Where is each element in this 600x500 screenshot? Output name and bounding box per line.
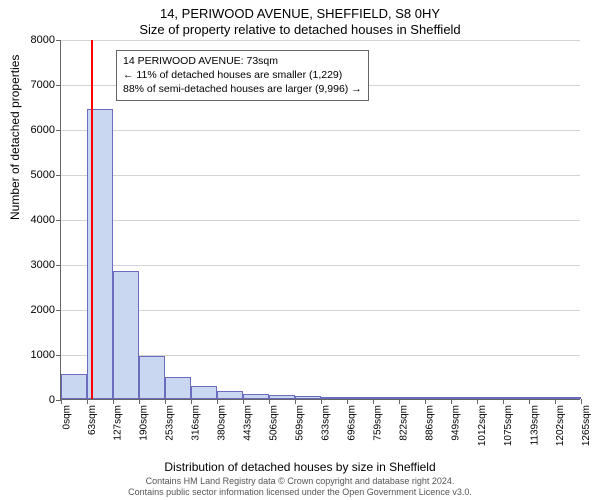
xtick-label: 759sqm	[373, 405, 384, 441]
xtick-mark	[581, 399, 582, 404]
ytick-mark	[56, 175, 61, 176]
xtick-mark	[139, 399, 140, 404]
xtick-label: 1012sqm	[477, 405, 488, 446]
gridline	[61, 265, 580, 266]
chart-container: 14, PERIWOOD AVENUE, SHEFFIELD, S8 0HY S…	[0, 0, 600, 500]
histogram-bar	[503, 397, 529, 399]
ytick-mark	[56, 40, 61, 41]
xtick-mark	[113, 399, 114, 404]
histogram-bar	[217, 391, 243, 399]
xtick-label: 633sqm	[321, 405, 332, 441]
histogram-bar	[451, 397, 477, 399]
xtick-label: 127sqm	[113, 405, 124, 441]
xtick-mark	[425, 399, 426, 404]
y-axis-label: Number of detached properties	[8, 55, 22, 220]
histogram-bar	[347, 397, 373, 399]
xtick-label: 253sqm	[165, 405, 176, 441]
xtick-label: 1265sqm	[581, 405, 592, 446]
xtick-mark	[87, 399, 88, 404]
xtick-mark	[243, 399, 244, 404]
ytick-mark	[56, 355, 61, 356]
ytick-label: 2000	[31, 304, 55, 316]
gridline	[61, 130, 580, 131]
footer-line1: Contains HM Land Registry data © Crown c…	[0, 476, 600, 487]
xtick-mark	[269, 399, 270, 404]
ytick-mark	[56, 85, 61, 86]
xtick-label: 0sqm	[61, 405, 72, 429]
gridline	[61, 175, 580, 176]
ytick-mark	[56, 310, 61, 311]
annotation-line1: 14 PERIWOOD AVENUE: 73sqm	[123, 54, 362, 68]
xtick-label: 506sqm	[269, 405, 280, 441]
xtick-label: 886sqm	[425, 405, 436, 441]
histogram-bar	[269, 395, 295, 399]
histogram-bar	[425, 397, 451, 399]
xtick-label: 1075sqm	[503, 405, 514, 446]
histogram-bar	[61, 374, 87, 399]
xtick-mark	[555, 399, 556, 404]
xtick-mark	[295, 399, 296, 404]
histogram-bar	[165, 377, 191, 400]
ytick-label: 1000	[31, 349, 55, 361]
xtick-mark	[191, 399, 192, 404]
plot-area: 0100020003000400050006000700080000sqm63s…	[60, 40, 580, 400]
histogram-bar	[373, 397, 399, 399]
xtick-label: 1202sqm	[555, 405, 566, 446]
gridline	[61, 40, 580, 41]
histogram-bar	[113, 271, 139, 399]
ytick-label: 5000	[31, 169, 55, 181]
annotation-line3: 88% of semi-detached houses are larger (…	[123, 82, 362, 96]
histogram-bar	[321, 397, 347, 399]
x-axis-label: Distribution of detached houses by size …	[0, 460, 600, 474]
xtick-label: 190sqm	[139, 405, 150, 441]
xtick-mark	[165, 399, 166, 404]
xtick-label: 949sqm	[451, 405, 462, 441]
xtick-mark	[399, 399, 400, 404]
chart-title-line1: 14, PERIWOOD AVENUE, SHEFFIELD, S8 0HY	[0, 6, 600, 21]
histogram-bar	[295, 396, 321, 399]
xtick-label: 696sqm	[347, 405, 358, 441]
marker-line	[91, 40, 93, 399]
histogram-bar	[555, 397, 581, 399]
xtick-label: 443sqm	[243, 405, 254, 441]
ytick-label: 3000	[31, 259, 55, 271]
xtick-mark	[61, 399, 62, 404]
ytick-label: 8000	[31, 34, 55, 46]
xtick-mark	[529, 399, 530, 404]
xtick-label: 822sqm	[399, 405, 410, 441]
xtick-label: 316sqm	[191, 405, 202, 441]
chart-title-line2: Size of property relative to detached ho…	[0, 22, 600, 37]
histogram-bar	[139, 356, 165, 399]
histogram-bar	[191, 386, 217, 400]
xtick-mark	[321, 399, 322, 404]
footer-text: Contains HM Land Registry data © Crown c…	[0, 476, 600, 498]
ytick-label: 7000	[31, 79, 55, 91]
xtick-mark	[477, 399, 478, 404]
xtick-label: 569sqm	[295, 405, 306, 441]
xtick-label: 63sqm	[87, 405, 98, 435]
ytick-mark	[56, 220, 61, 221]
ytick-label: 4000	[31, 214, 55, 226]
xtick-mark	[347, 399, 348, 404]
xtick-label: 1139sqm	[529, 405, 540, 445]
xtick-label: 380sqm	[217, 405, 228, 441]
histogram-bar	[243, 394, 269, 399]
ytick-mark	[56, 130, 61, 131]
annotation-box: 14 PERIWOOD AVENUE: 73sqm ← 11% of detac…	[116, 50, 369, 101]
histogram-bar	[399, 397, 425, 399]
footer-line2: Contains public sector information licen…	[0, 487, 600, 498]
histogram-bar	[529, 397, 555, 399]
xtick-mark	[373, 399, 374, 404]
annotation-line2: ← 11% of detached houses are smaller (1,…	[123, 68, 362, 82]
gridline	[61, 220, 580, 221]
xtick-mark	[503, 399, 504, 404]
xtick-mark	[451, 399, 452, 404]
ytick-mark	[56, 265, 61, 266]
xtick-mark	[217, 399, 218, 404]
ytick-label: 0	[49, 394, 55, 406]
histogram-bar	[477, 397, 503, 399]
ytick-label: 6000	[31, 124, 55, 136]
